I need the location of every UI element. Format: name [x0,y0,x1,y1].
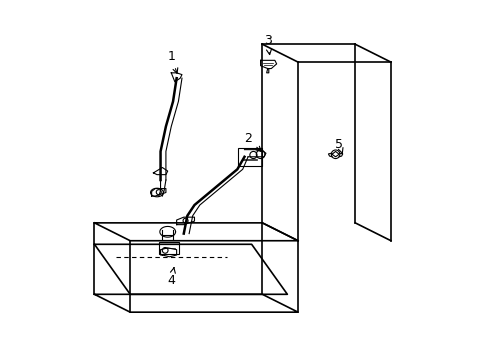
Text: 5: 5 [334,138,343,154]
Text: 3: 3 [263,34,271,55]
Text: 4: 4 [167,267,175,287]
Text: 2: 2 [244,132,261,152]
Text: 1: 1 [167,50,178,73]
FancyBboxPatch shape [159,242,179,254]
FancyBboxPatch shape [238,148,261,166]
